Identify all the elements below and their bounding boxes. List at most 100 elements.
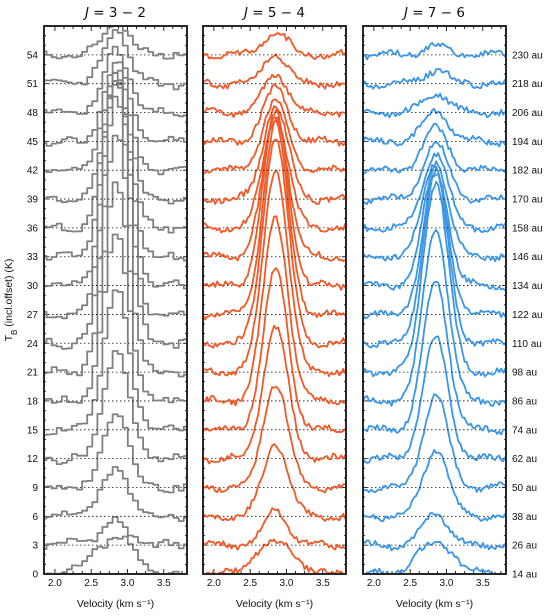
spectrum-point: [435, 123, 438, 126]
spectrum-point: [319, 230, 322, 233]
spectrum-point: [366, 371, 369, 373]
spectrum-point: [410, 314, 413, 317]
spectrum-point: [455, 164, 458, 167]
spectrum-line: [45, 516, 186, 550]
spectrum-point: [238, 569, 241, 571]
spectrum-point: [402, 483, 405, 486]
spectrum-point: [226, 198, 229, 201]
spectrum-point: [226, 226, 229, 229]
spectrum-point: [323, 344, 326, 347]
spectrum-point: [447, 386, 450, 389]
spectrum-point: [206, 315, 209, 318]
spectrum-point: [332, 258, 335, 261]
spectrum-point: [398, 454, 401, 457]
spectrum-point: [427, 154, 429, 157]
radius-label: 86 au: [512, 396, 537, 407]
spectrum-point: [402, 168, 405, 170]
spectrum-point: [303, 357, 306, 360]
spectrum-point: [370, 137, 373, 140]
spectrum-point: [250, 76, 253, 79]
spectrum-point: [414, 495, 417, 498]
spectrum-point: [410, 133, 413, 135]
spectrum-point: [210, 395, 213, 398]
spectrum-point: [315, 282, 318, 284]
spectrum-point: [483, 284, 486, 287]
spectrum-point: [336, 369, 339, 372]
spectrum-line: [45, 29, 186, 91]
spectrum-point: [427, 354, 429, 357]
spectrum-point: [459, 411, 462, 414]
spectrum-point: [238, 335, 241, 338]
spectrum-point: [222, 87, 225, 90]
spectrum-point: [283, 122, 286, 125]
spectrum-point: [299, 264, 302, 267]
spectrum-point: [340, 258, 343, 261]
spectrum-point: [423, 521, 425, 524]
spectrum-point: [238, 227, 241, 230]
spectrum-point: [366, 571, 369, 573]
spectrum-point: [210, 460, 213, 463]
radius-label: 62 au: [512, 454, 537, 465]
spectrum-point: [214, 85, 217, 88]
x-axis-label: Velocity (km s⁻¹): [396, 598, 473, 610]
spectrum-point: [374, 229, 377, 232]
spectrum-point: [295, 128, 298, 131]
spectrum-point: [279, 58, 282, 60]
spectrum-point: [319, 457, 322, 460]
spectrum-point: [386, 343, 389, 346]
spectrum-point: [431, 170, 434, 173]
spectrum-point: [222, 490, 225, 493]
spectrum-point: [238, 310, 241, 313]
spectrum-point: [226, 340, 229, 343]
spectrum-point: [328, 375, 330, 377]
spectrum-point: [374, 400, 377, 403]
spectrum-point: [374, 373, 377, 376]
spectrum-point: [386, 570, 389, 573]
spectrum-point: [283, 32, 286, 35]
spectrum-point: [295, 76, 298, 78]
spectrum-point: [246, 476, 249, 479]
spectrum-point: [323, 57, 326, 60]
spectrum-point: [218, 426, 221, 429]
spectrum-line: [364, 173, 505, 349]
spectrum-point: [483, 141, 486, 144]
spectrum-point: [455, 393, 458, 396]
spectrum-point: [279, 101, 282, 104]
spectrum-point: [311, 343, 314, 346]
x-tick-label: 2.0: [367, 578, 381, 589]
spectrum-point: [378, 256, 381, 259]
spectrum-point: [414, 532, 417, 535]
spectrum-point: [311, 171, 314, 174]
panel-title: J = 3 − 2: [82, 5, 146, 21]
spectrum-point: [402, 308, 405, 311]
panel-frame: [43, 25, 188, 575]
y-tick-label: 15: [27, 425, 39, 436]
spectrum-point: [254, 98, 257, 101]
spectrum-point: [496, 577, 498, 579]
spectrum-point: [483, 83, 486, 86]
spectrum-point: [386, 142, 389, 145]
spectrum-point: [303, 54, 306, 57]
spectrum-point: [439, 240, 442, 243]
y-tick-label: 24: [27, 339, 39, 350]
spectrum-point: [242, 394, 245, 396]
spectrum-point: [467, 111, 470, 114]
spectrum-point: [406, 54, 409, 57]
spectrum-point: [230, 309, 233, 312]
spectrum-line: [45, 466, 186, 522]
spectrum-point: [214, 168, 217, 171]
spectrum-point: [246, 140, 249, 143]
spectrum-point: [370, 312, 373, 315]
spectrum-point: [431, 109, 434, 112]
spectrum-point: [263, 87, 265, 90]
spectrum-point: [504, 78, 505, 81]
spectrum-point: [386, 313, 389, 316]
spectrum-point: [402, 110, 405, 113]
spectrum-point: [222, 519, 225, 522]
spectrum-point: [307, 283, 310, 286]
spectrum-point: [435, 173, 438, 176]
spectrum-point: [332, 141, 335, 144]
spectrum-point: [328, 571, 330, 573]
spectrum-point: [431, 235, 434, 238]
spectrum-point: [303, 138, 306, 141]
